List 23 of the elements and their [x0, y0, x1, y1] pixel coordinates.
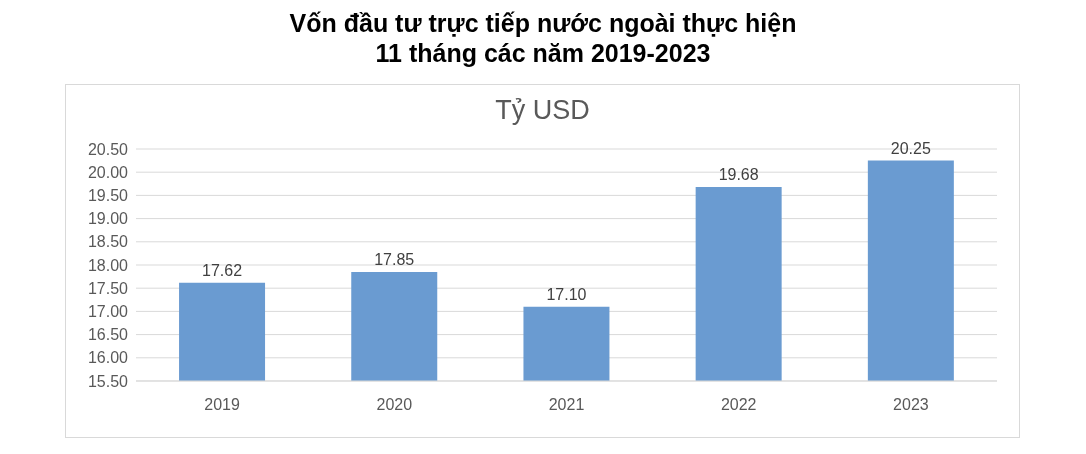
y-tick-label: 18.00: [87, 256, 129, 274]
x-tick-label: 2022: [720, 396, 757, 414]
x-tick-label: 2020: [376, 396, 413, 414]
data-label: 17.10: [546, 285, 587, 303]
y-tick-label: 15.50: [87, 372, 129, 390]
y-tick-label: 19.50: [87, 187, 129, 205]
y-tick-label: 17.00: [87, 303, 129, 321]
x-tick-label: 2019: [204, 396, 240, 414]
chart-title: Vốn đầu tư trực tiếp nước ngoài thực hiện 11 tháng các năm 2019-2023: [288, 8, 798, 68]
y-tick-label: 20.00: [87, 163, 129, 181]
x-tick-label: 2023: [893, 396, 929, 414]
x-tick-label: 2021: [548, 396, 585, 414]
data-label: 17.85: [374, 250, 415, 268]
y-tick-label: 17.50: [87, 279, 129, 297]
data-label: 20.25: [890, 139, 931, 157]
y-tick-label: 18.50: [87, 233, 129, 251]
data-label: 19.68: [718, 166, 759, 184]
y-tick-label: 19.00: [87, 210, 129, 228]
data-label: 17.62: [202, 261, 243, 279]
chart-subtitle: Tỷ USD: [494, 95, 591, 127]
y-tick-label: 20.50: [87, 140, 129, 158]
y-tick-label: 16.50: [87, 326, 129, 344]
y-tick-label: 16.00: [87, 349, 129, 367]
